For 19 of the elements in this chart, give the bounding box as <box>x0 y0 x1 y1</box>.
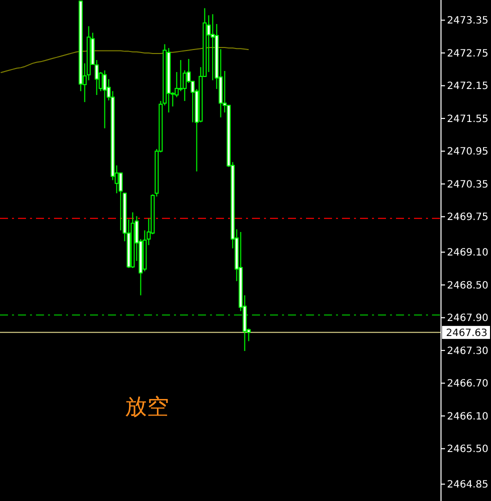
y-tick-label: 2470.35 <box>447 179 488 190</box>
y-tick-label: 2467.90 <box>447 313 488 324</box>
y-tick-label: 2468.50 <box>447 280 488 292</box>
candlestick <box>102 70 107 129</box>
y-tick-label: 2472.75 <box>447 48 488 60</box>
y-tick-label: 2469.75 <box>447 212 488 224</box>
annotation: 放空 <box>125 395 169 420</box>
y-tick-label: 2472.15 <box>447 81 488 92</box>
y-tick-label: 2473.35 <box>447 16 488 27</box>
y-tick-label: 2470.95 <box>447 146 488 158</box>
y-tick-label: 2469.10 <box>447 248 488 259</box>
ref-line-label: 2467.63 <box>446 328 488 339</box>
y-tick-label: 2466.70 <box>447 378 488 390</box>
line-series <box>0 46 250 74</box>
y-tick-label: 2465.50 <box>447 444 488 456</box>
y-tick-label: 2467.30 <box>447 346 488 357</box>
y-tick-label: 2466.10 <box>447 411 488 422</box>
y-tick-label: 2464.85 <box>447 480 488 491</box>
y-tick-label: 2471.55 <box>447 114 488 125</box>
